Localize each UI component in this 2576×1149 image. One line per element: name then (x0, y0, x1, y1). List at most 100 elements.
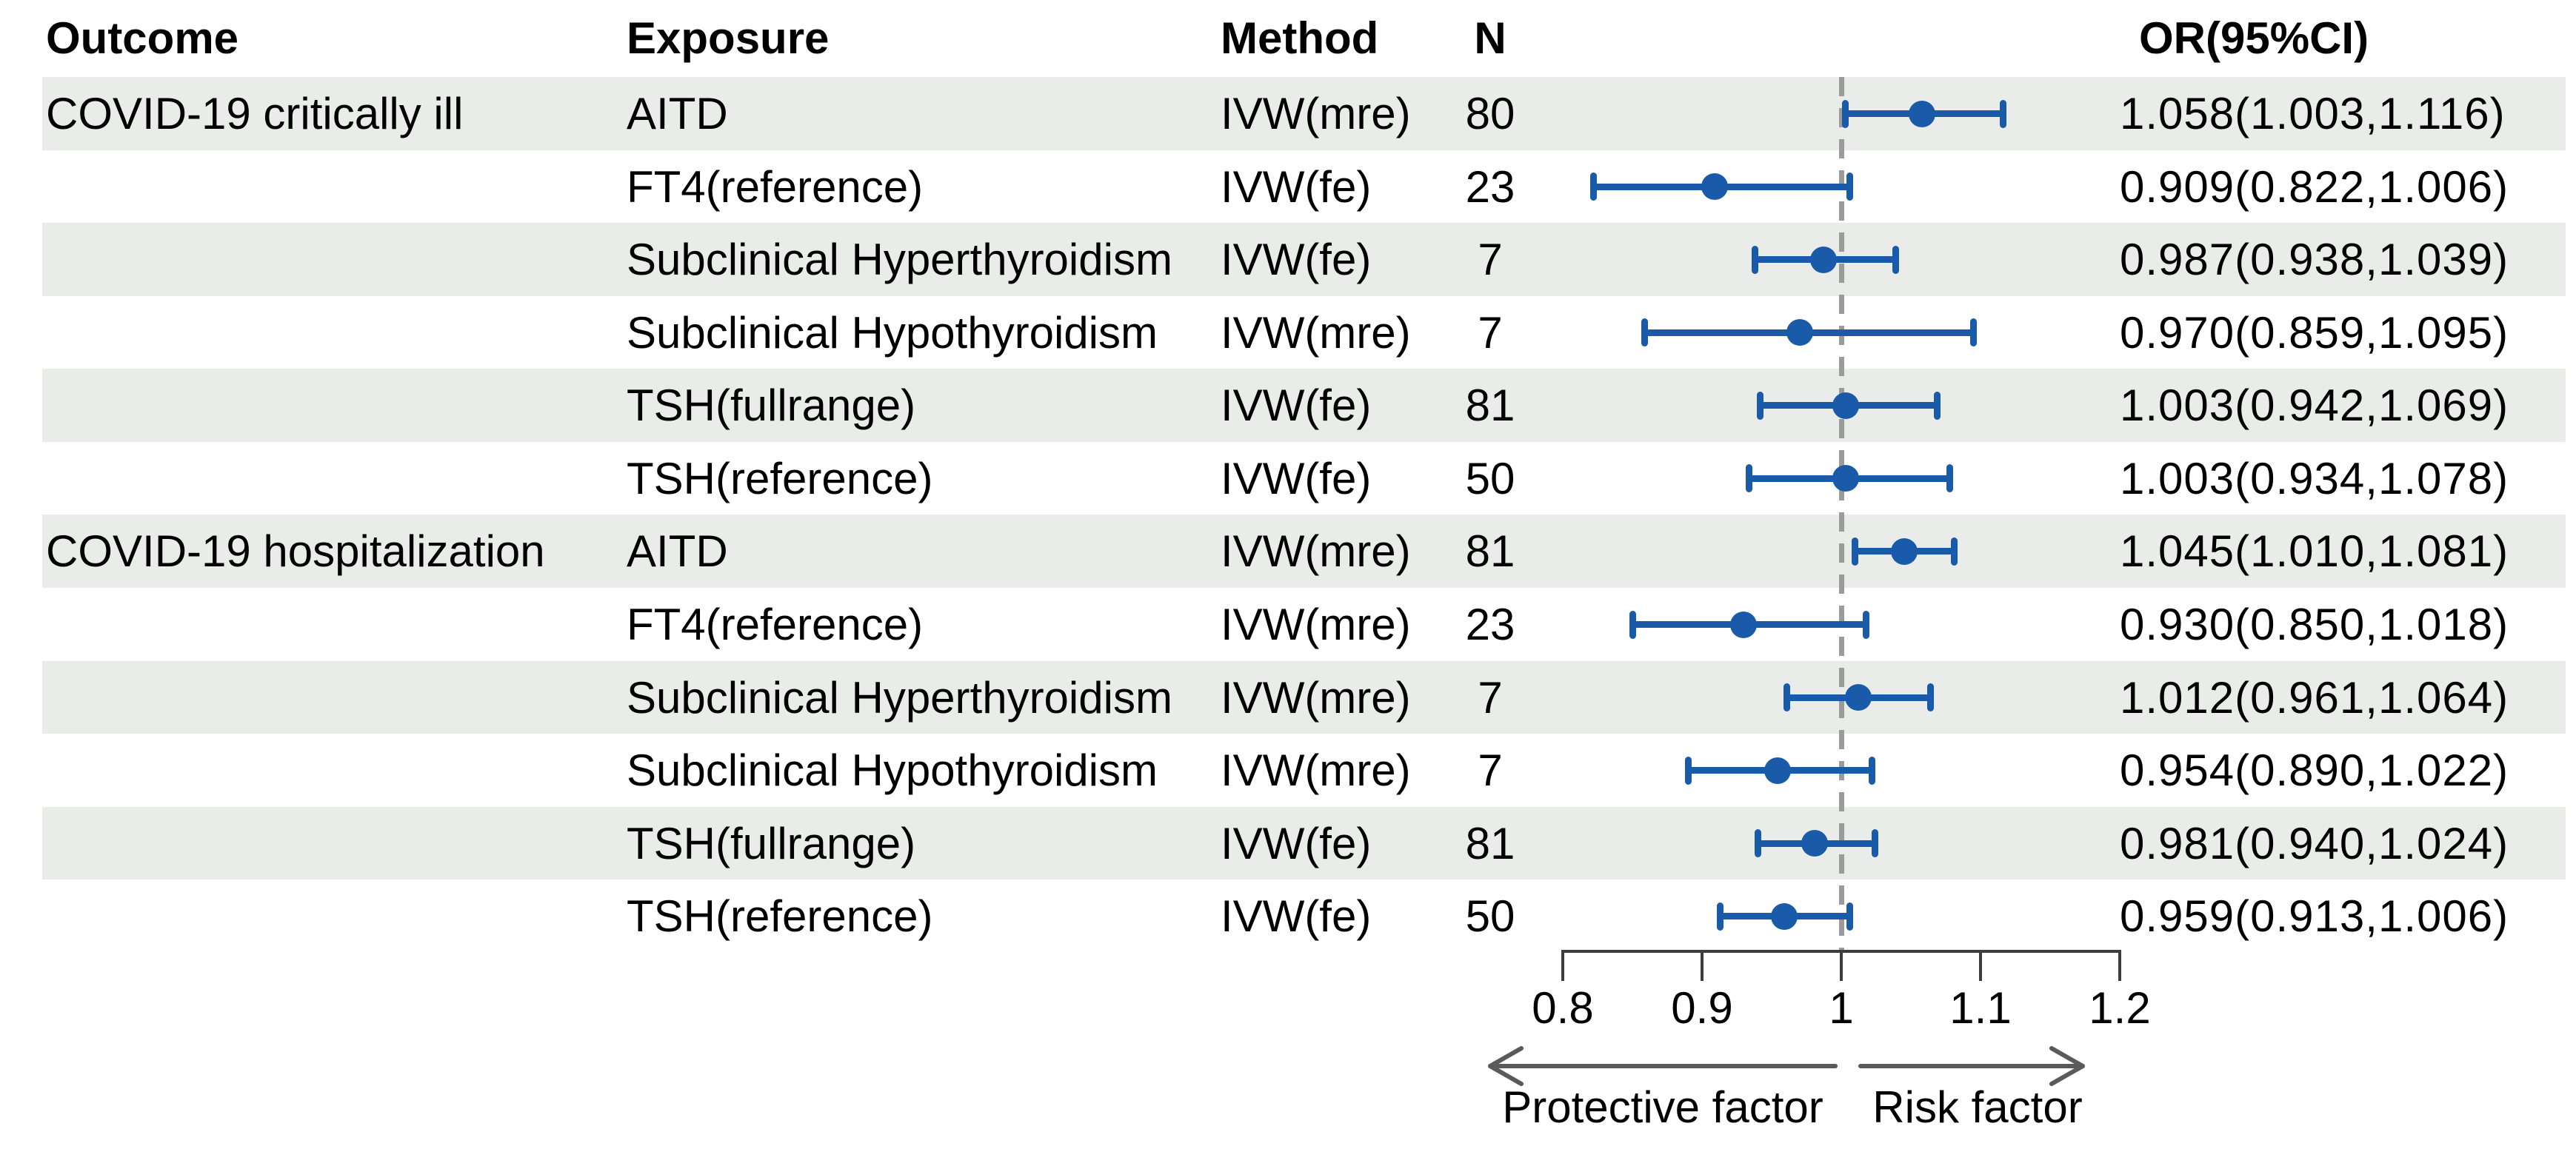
ci-cap-right (1871, 829, 1878, 857)
ci-cap-left (1746, 464, 1753, 492)
exposure-cell: Subclinical Hypothyroidism (627, 746, 1158, 795)
point-estimate-marker (1801, 830, 1829, 857)
exposure-cell: AITD (627, 526, 728, 576)
point-estimate-marker (1764, 757, 1791, 784)
ci-cap-right (1950, 537, 1958, 566)
point-estimate-marker (1832, 392, 1859, 419)
exposure-cell: FT4(reference) (627, 162, 924, 212)
point-estimate-marker (1809, 246, 1837, 273)
or-ci-cell: 1.045(1.010,1.081) (2120, 526, 2509, 576)
ci-cap-left (1684, 756, 1692, 785)
n-cell: 50 (1465, 891, 1515, 941)
exposure-cell: TSH(fullrange) (627, 381, 916, 430)
column-header-n: N (1474, 13, 1506, 63)
axis-tick-label: 1 (1829, 983, 1854, 1033)
x-axis-tick (1561, 950, 1564, 981)
protective-factor-label: Protective factor (1502, 1082, 1823, 1132)
exposure-cell: TSH(reference) (627, 454, 933, 503)
row-stripe (42, 515, 2566, 588)
ci-cap-left (1751, 245, 1758, 274)
risk-factor-label: Risk factor (1872, 1082, 2083, 1132)
exposure-cell: TSH(reference) (627, 891, 933, 941)
column-header-exposure: Exposure (627, 13, 830, 63)
or-ci-cell: 0.959(0.913,1.006) (2120, 891, 2509, 941)
axis-tick-label: 1.1 (1949, 983, 2012, 1033)
or-ci-cell: 0.954(0.890,1.022) (2120, 746, 2509, 795)
n-cell: 80 (1465, 89, 1515, 138)
column-header-or-ci: OR(95%CI) (2139, 13, 2369, 63)
exposure-cell: Subclinical Hypothyroidism (627, 308, 1158, 358)
ci-cap-left (1842, 99, 1849, 128)
method-cell: IVW(mre) (1221, 89, 1411, 138)
n-cell: 81 (1465, 526, 1515, 576)
or-ci-cell: 0.981(0.940,1.024) (2120, 819, 2509, 868)
direction-arrows (1488, 1046, 2085, 1086)
point-estimate-marker (1844, 684, 1872, 711)
or-ci-cell: 0.909(0.822,1.006) (2120, 162, 2509, 212)
or-ci-cell: 1.012(0.961,1.064) (2120, 673, 2509, 723)
method-cell: IVW(fe) (1221, 381, 1372, 430)
outcome-cell: COVID-19 hospitalization (46, 526, 545, 576)
point-estimate-marker (1890, 537, 1918, 565)
ci-cap-right (1934, 391, 1941, 420)
point-estimate-marker (1730, 611, 1758, 638)
row-stripe (42, 661, 2566, 734)
risk-arrow-head (2049, 1064, 2085, 1086)
or-ci-cell: 0.930(0.850,1.018) (2120, 600, 2509, 649)
method-cell: IVW(fe) (1221, 162, 1372, 212)
outcome-cell: COVID-19 critically ill (46, 89, 464, 138)
method-cell: IVW(fe) (1221, 819, 1372, 868)
row-stripe (42, 77, 2566, 150)
ci-cap-left (1589, 172, 1597, 201)
exposure-cell: Subclinical Hyperthyroidism (627, 235, 1172, 284)
ci-cap-right (1863, 610, 1870, 639)
method-cell: IVW(mre) (1221, 308, 1411, 358)
point-estimate-marker (1786, 319, 1813, 346)
axis-tick-label: 0.9 (1671, 983, 1733, 1033)
x-axis-tick (1840, 950, 1843, 981)
row-stripe (42, 223, 2566, 296)
ci-cap-left (1783, 683, 1791, 711)
row-stripe (42, 807, 2566, 880)
exposure-cell: TSH(fullrange) (627, 819, 916, 868)
exposure-cell: Subclinical Hyperthyroidism (627, 673, 1172, 723)
ci-cap-right (1846, 172, 1853, 201)
method-cell: IVW(fe) (1221, 891, 1372, 941)
risk-arrow-head (2049, 1046, 2085, 1068)
ci-cap-left (1629, 610, 1636, 639)
row-stripe (42, 369, 2566, 442)
point-estimate-marker (1770, 902, 1798, 930)
n-cell: 81 (1465, 381, 1515, 430)
protective-arrow-head (1488, 1046, 1524, 1068)
exposure-cell: FT4(reference) (627, 600, 924, 649)
n-cell: 7 (1478, 673, 1503, 723)
or-ci-cell: 0.970(0.859,1.095) (2120, 308, 2509, 358)
or-ci-cell: 1.058(1.003,1.116) (2120, 89, 2506, 138)
ci-cap-right (1926, 683, 1934, 711)
axis-tick-label: 0.8 (1532, 983, 1594, 1033)
ci-cap-left (1757, 391, 1764, 420)
n-cell: 7 (1478, 235, 1503, 284)
n-cell: 7 (1478, 746, 1503, 795)
ci-cap-left (1754, 829, 1761, 857)
ci-cap-right (1868, 756, 1875, 785)
axis-tick-label: 1.2 (2089, 983, 2151, 1033)
ci-cap-left (1716, 902, 1724, 931)
ci-cap-right (1970, 318, 1978, 346)
x-axis-tick (2118, 950, 2121, 981)
or-ci-cell: 0.987(0.938,1.039) (2120, 235, 2509, 284)
exposure-cell: AITD (627, 89, 728, 138)
n-cell: 50 (1465, 454, 1515, 503)
method-cell: IVW(mre) (1221, 526, 1411, 576)
reference-line-or-1 (1838, 77, 1844, 953)
n-cell: 23 (1465, 162, 1515, 212)
ci-cap-right (1946, 464, 1954, 492)
ci-cap-right (1846, 902, 1853, 931)
point-estimate-marker (1832, 465, 1859, 492)
method-cell: IVW(mre) (1221, 746, 1411, 795)
ci-cap-left (1641, 318, 1649, 346)
method-cell: IVW(fe) (1221, 454, 1372, 503)
ci-cap-right (1892, 245, 1899, 274)
column-header-method: Method (1221, 13, 1379, 63)
